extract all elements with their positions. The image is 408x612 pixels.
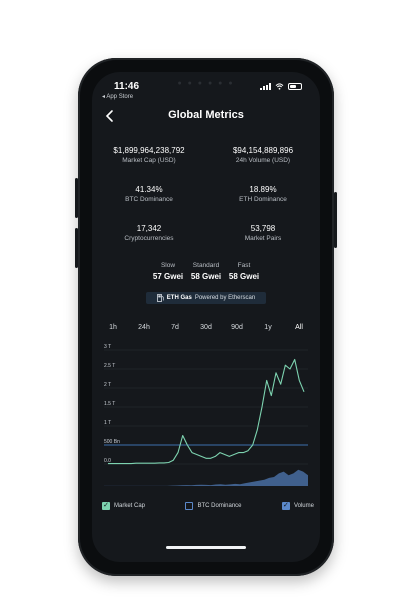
volume-down-button — [75, 228, 78, 268]
y-tick-label: 1 T — [104, 420, 111, 426]
range-1h[interactable]: 1h — [109, 324, 117, 331]
app-screen: 11:46 ◂ App Store ● ● ● ● ● ● Global Met… — [92, 72, 320, 562]
range-30d[interactable]: 30d — [200, 324, 212, 331]
legend-label: Volume — [293, 503, 314, 509]
gas-label: Slow — [160, 262, 176, 269]
range-90d[interactable]: 90d — [231, 324, 243, 331]
y-tick-label: 2 T — [104, 382, 111, 388]
metric-label: ETH Dominance — [239, 196, 287, 203]
gas-slow: Slow 57 Gwei — [130, 262, 206, 281]
metric-btc-dominance: 41.34% BTC Dominance — [92, 185, 206, 203]
range-24h[interactable]: 24h — [138, 324, 150, 331]
volume-area — [104, 469, 308, 486]
metric-value: 41.34% — [135, 185, 163, 194]
back-to-app-store[interactable]: ◂ App Store — [102, 94, 134, 100]
legend-market-cap[interactable]: ✓ Market Cap — [102, 502, 145, 510]
metric-label: 24h Volume (USD) — [235, 157, 291, 164]
checkbox-unchecked-icon[interactable] — [185, 502, 194, 510]
metric-value: 53,798 — [250, 224, 276, 233]
gas-value: 58 Gwei — [228, 272, 260, 281]
metric-value: $1,899,964,238,792 — [113, 146, 185, 155]
signal-icon — [260, 83, 271, 90]
gas-label: Fast — [237, 262, 251, 269]
battery-icon — [288, 83, 302, 90]
gas-label: Standard — [192, 262, 220, 269]
metric-cryptocurrencies: 17,342 Cryptocurrencies — [92, 224, 206, 242]
metric-market-cap: $1,899,964,238,792 Market Cap (USD) — [92, 146, 206, 164]
time-range-selector: 1h 24h 7d 30d 90d 1y All — [98, 324, 314, 331]
metric-value: 17,342 — [136, 224, 162, 233]
metric-volume: $94,154,889,896 24h Volume (USD) — [206, 146, 320, 164]
metric-value: 18.89% — [249, 185, 277, 194]
metric-market-pairs: 53,798 Market Pairs — [206, 224, 320, 242]
chart-legend: ✓ Market Cap BTC Dominance ✓ Volume — [102, 500, 314, 512]
range-7d[interactable]: 7d — [171, 324, 179, 331]
legend-label: Market Cap — [114, 503, 146, 509]
y-tick-label: 1.5 T — [104, 401, 115, 407]
metric-label: BTC Dominance — [125, 196, 173, 203]
y-tick-label: 500 Bn — [104, 439, 120, 445]
status-bar: 11:46 ◂ App Store ● ● ● ● ● ● — [92, 72, 320, 102]
page-title: Global Metrics — [168, 109, 244, 121]
y-tick-label: 3 T — [104, 344, 111, 350]
metric-label: Market Pairs — [244, 235, 282, 242]
wifi-icon — [275, 83, 284, 90]
metric-eth-dominance: 18.89% ETH Dominance — [206, 185, 320, 203]
power-button — [334, 192, 337, 248]
y-tick-label: 2.5 T — [104, 363, 115, 369]
gas-value: 58 Gwei — [190, 272, 222, 281]
metric-label: Market Cap (USD) — [122, 157, 176, 164]
series-line-market-cap — [108, 358, 305, 465]
metric-value: $94,154,889,896 — [232, 146, 294, 155]
eth-gas-label: ETH Gas — [166, 295, 192, 301]
checkbox-checked-icon[interactable]: ✓ — [102, 502, 110, 510]
range-all[interactable]: All — [295, 324, 303, 331]
gas-pump-icon — [156, 294, 164, 302]
legend-volume[interactable]: ✓ Volume — [281, 502, 314, 510]
camera-notch: ● ● ● ● ● ● — [177, 80, 235, 87]
volume-up-button — [75, 178, 78, 218]
eth-gas-badge[interactable]: ETH Gas Powered by Etherscan — [146, 292, 266, 304]
checkbox-checked-icon[interactable]: ✓ — [281, 502, 290, 510]
header: Global Metrics — [92, 106, 320, 126]
gas-standard: Standard 58 Gwei — [168, 262, 244, 281]
metric-label: Cryptocurrencies — [124, 235, 174, 242]
market-cap-chart[interactable]: 3 T 2.5 T 2 T 1.5 T 1 T 500 Bn 0.0 — [92, 340, 320, 490]
home-indicator — [166, 546, 246, 549]
y-tick-label: 0.0 — [104, 458, 111, 464]
legend-label: BTC Dominance — [197, 503, 242, 509]
legend-btc-dominance[interactable]: BTC Dominance — [185, 502, 242, 510]
range-1y[interactable]: 1y — [264, 324, 272, 331]
gas-fast: Fast 58 Gwei — [206, 262, 282, 281]
etherscan-label: Powered by Etherscan — [194, 295, 256, 301]
chevron-left-icon[interactable] — [104, 109, 116, 123]
gas-value: 57 Gwei — [152, 272, 184, 281]
status-time: 11:46 — [114, 81, 140, 92]
